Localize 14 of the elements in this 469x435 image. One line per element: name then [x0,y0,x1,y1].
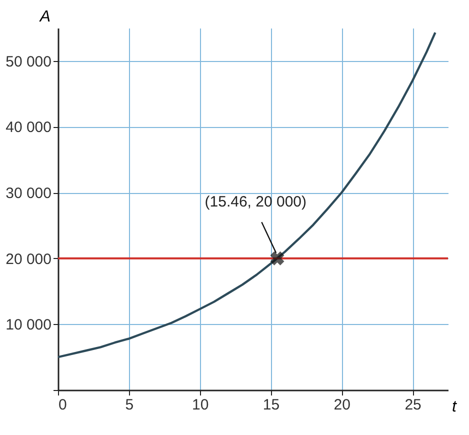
line-series [58,32,436,358]
y-axis-title: A [38,8,50,26]
x-axis-title: t [452,398,458,416]
y-tick-label: 10 000 [6,316,52,334]
x-tick-label: 5 [125,396,134,414]
y-tick-label: 20 000 [6,250,52,268]
y-tick-label: 40 000 [6,119,52,136]
x-tick-label: 20 [334,396,350,414]
x-tick-label: 15 [262,396,280,414]
x-tick-label: 0 [58,396,67,414]
x-tick-label: 25 [404,396,422,414]
x-tick-label: 10 [192,396,209,414]
y-tick-label: 50 000 [6,53,52,70]
y-tick-label: 30 000 [6,185,52,202]
